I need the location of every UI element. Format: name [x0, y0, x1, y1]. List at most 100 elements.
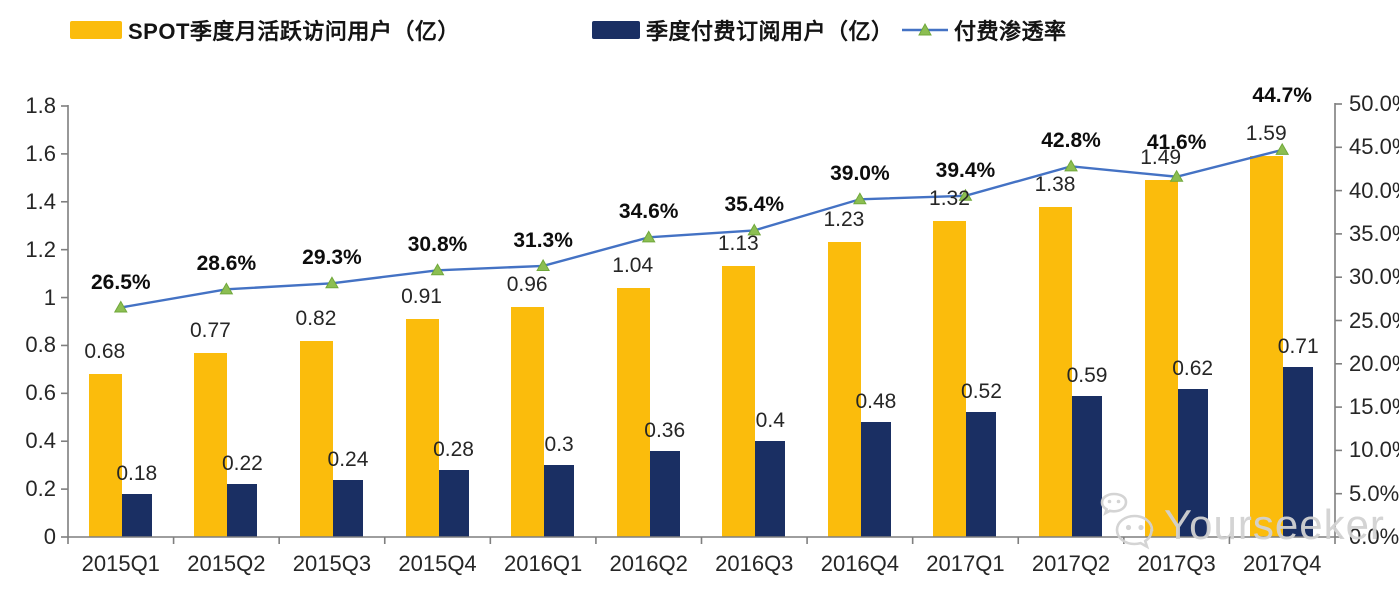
right-axis-tick-label: 20.0%	[1349, 350, 1399, 376]
subs-value-label: 0.4	[755, 409, 785, 433]
mau-value-label: 0.82	[295, 306, 337, 330]
penetration-value-label: 41.6%	[1146, 130, 1207, 154]
subs-bar-swatch-icon	[592, 21, 640, 39]
bar-mau	[1144, 180, 1178, 537]
bar-subs	[966, 412, 997, 537]
bar-subs	[1072, 395, 1103, 537]
subs-value-label: 0.59	[1066, 363, 1108, 387]
bar-mau	[405, 319, 439, 537]
legend-item-penetration: 付费渗透率	[902, 17, 1067, 44]
subs-value-label: 0.22	[221, 452, 263, 476]
right-axis-tick-label: 15.0%	[1349, 394, 1399, 420]
subs-value-label: 0.36	[644, 418, 686, 442]
subs-value-label: 0.71	[1277, 334, 1319, 358]
subs-value-label: 0.24	[327, 447, 369, 471]
subs-value-label: 0.48	[855, 390, 897, 414]
bar-mau	[88, 374, 122, 537]
legend-item-mau: SPOT季度月活跃访问用户（亿）	[70, 17, 460, 44]
x-axis-label: 2016Q3	[715, 551, 794, 576]
left-axis-tick-label: 1	[43, 284, 56, 310]
x-axis-label: 2015Q2	[187, 551, 266, 576]
mau-value-label: 0.91	[401, 285, 442, 309]
bar-subs	[332, 479, 363, 537]
mau-value-label: 1.49	[1140, 146, 1182, 170]
subs-value-label: 0.62	[1172, 356, 1214, 380]
right-axis-tick-label: 25.0%	[1349, 307, 1399, 333]
mau-value-label: 1.13	[717, 232, 759, 256]
left-axis-tick-label: 0.6	[25, 380, 56, 406]
bar-subs	[121, 493, 152, 537]
mau-value-label: 1.32	[929, 186, 970, 210]
bar-mau	[933, 220, 967, 537]
bar-subs	[1283, 366, 1314, 537]
bar-mau	[511, 307, 545, 537]
legend-label-subs: 季度付费订阅用户（亿）	[646, 19, 894, 44]
left-axis-tick-label: 0.4	[25, 428, 56, 454]
left-axis-tick-label: 1.2	[25, 236, 56, 262]
right-axis-tick-label: 50.0%	[1349, 91, 1399, 116]
bar-subs	[544, 465, 575, 537]
penetration-value-label: 29.3%	[302, 246, 362, 270]
x-axis-label: 2016Q2	[609, 551, 688, 576]
bar-subs	[227, 484, 258, 537]
right-axis-tick-label: 30.0%	[1349, 264, 1399, 290]
bar-mau	[827, 242, 861, 537]
x-axis-label: 2017Q2	[1031, 551, 1111, 576]
left-axis-tick-label: 1.4	[25, 188, 56, 214]
mau-bar-swatch-icon	[70, 21, 122, 39]
right-axis-tick-label: 40.0%	[1349, 177, 1399, 203]
line-marker-icon	[902, 22, 948, 36]
x-axis-label: 2015Q3	[292, 551, 372, 576]
penetration-value-label: 42.8%	[1041, 129, 1101, 153]
mau-value-label: 1.59	[1245, 122, 1287, 146]
subs-value-label: 0.18	[116, 461, 158, 485]
subs-value-label: 0.3	[544, 433, 574, 457]
bar-subs	[649, 450, 680, 537]
penetration-value-label: 39.4%	[935, 158, 996, 182]
bar-mau	[299, 340, 333, 537]
mau-value-label: 0.96	[506, 273, 548, 297]
bar-mau	[616, 287, 650, 537]
penetration-value-label: 26.5%	[91, 270, 151, 294]
bar-mau	[722, 266, 756, 537]
mau-value-label: 1.23	[823, 208, 865, 232]
penetration-value-label: 44.7%	[1252, 83, 1312, 107]
right-axis-tick-label: 10.0%	[1349, 437, 1399, 463]
x-axis-label: 2017Q3	[1137, 551, 1216, 576]
watermark: Yourseeker	[1096, 492, 1385, 558]
penetration-value-label: 28.6%	[196, 252, 257, 276]
bar-subs	[1177, 388, 1208, 537]
left-axis-tick-label: 0	[43, 524, 56, 549]
x-axis-label: 2015Q4	[398, 551, 477, 576]
x-axis-label: 2016Q4	[820, 551, 900, 576]
mau-value-label: 0.68	[84, 340, 126, 364]
subs-value-label: 0.52	[961, 380, 1002, 404]
right-axis-tick-label: 5.0%	[1349, 480, 1399, 506]
bar-mau	[1039, 206, 1073, 537]
x-axis-label: 2017Q4	[1243, 551, 1322, 576]
penetration-value-label: 34.6%	[618, 200, 679, 224]
right-axis-tick-label: 35.0%	[1349, 220, 1399, 246]
penetration-value-label: 30.8%	[407, 233, 468, 257]
bar-mau	[194, 352, 228, 537]
watermark-text: Yourseeker	[1164, 501, 1385, 548]
penetration-value-label: 31.3%	[513, 228, 573, 252]
penetration-value-label: 35.4%	[724, 193, 785, 217]
bar-subs	[860, 422, 891, 537]
x-axis-label: 2015Q1	[81, 551, 160, 576]
bar-subs	[755, 441, 786, 537]
wechat-icon	[1100, 492, 1154, 550]
x-axis-label: 2017Q1	[926, 551, 1005, 576]
bar-mau	[1250, 156, 1284, 537]
legend-item-subs: 季度付费订阅用户（亿）	[592, 17, 894, 44]
x-axis-label: 2016Q1	[503, 551, 583, 576]
left-axis-tick-label: 1.6	[25, 140, 56, 166]
legend-label-penetration: 付费渗透率	[954, 19, 1067, 44]
subs-value-label: 0.28	[433, 437, 474, 461]
left-axis-tick-label: 0.8	[25, 332, 56, 358]
right-axis-tick-label: 45.0%	[1349, 134, 1399, 160]
